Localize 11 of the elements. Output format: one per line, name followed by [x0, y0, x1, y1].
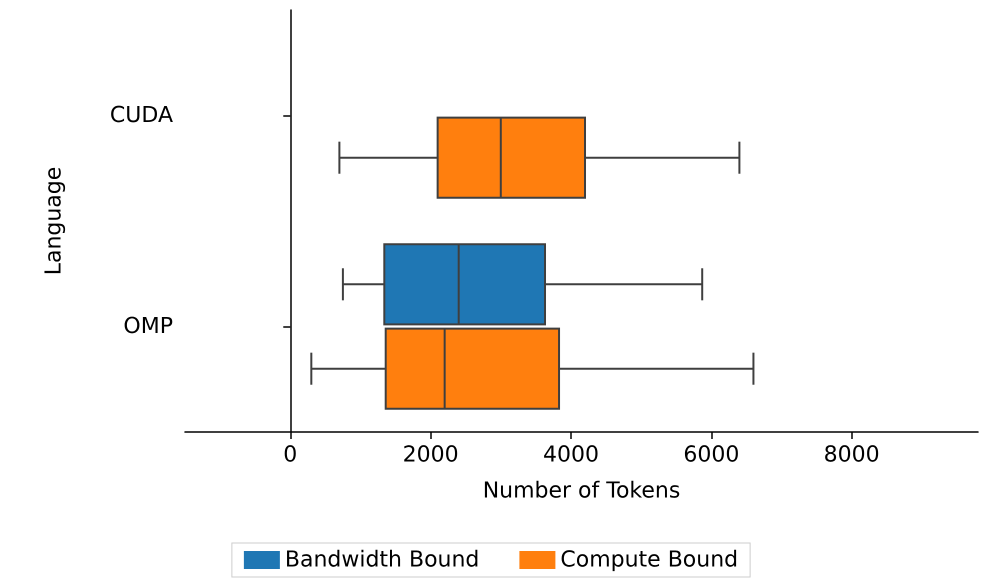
x-tick-label: 4000 [542, 442, 599, 468]
legend-label: Compute Bound [560, 548, 738, 572]
y-axis-title: Language [42, 166, 66, 276]
y-tick-label: CUDA [110, 103, 173, 128]
x-tick-label: 2000 [402, 442, 459, 468]
x-axis-title: Number of Tokens [482, 478, 680, 504]
x-tick-label: 6000 [683, 442, 740, 468]
x-tick-label: 0 [283, 442, 298, 468]
y-tick-label: OMP [123, 314, 173, 339]
legend-label: Bandwidth Bound [284, 548, 480, 572]
x-tick-label: 8000 [824, 442, 880, 468]
